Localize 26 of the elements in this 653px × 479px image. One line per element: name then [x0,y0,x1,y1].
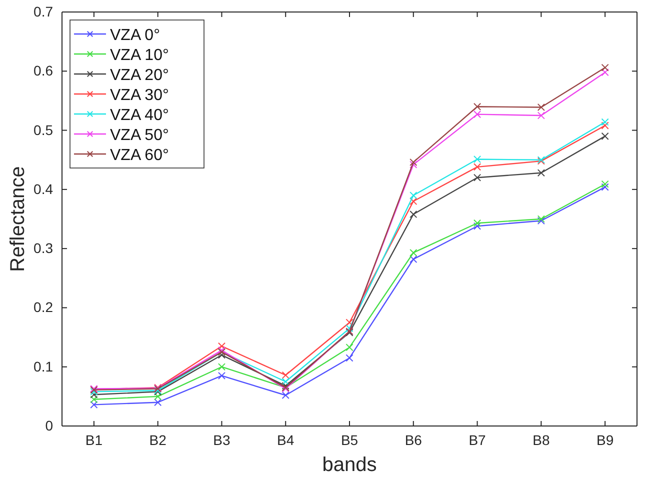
y-tick-label: 0.5 [34,122,54,138]
x-tick-label: B2 [149,432,167,448]
x-tick-label: B6 [404,432,422,448]
legend-label: VZA 30° [110,87,169,104]
x-tick-label: B7 [468,432,486,448]
legend-label: VZA 50° [110,127,169,144]
y-tick-label: 0.3 [34,240,54,256]
legend-label: VZA 40° [110,107,169,124]
y-tick-label: 0 [45,417,54,434]
legend-label: VZA 10° [110,47,169,64]
x-tick-label: B5 [340,432,358,448]
y-tick-label: 0.4 [34,180,54,197]
y-tick-label: 0.7 [34,3,54,20]
y-tick-label: 0.1 [34,358,54,374]
y-tick-label: 0.6 [34,62,54,79]
y-tick-label: 0.2 [34,299,54,316]
x-tick-label: B4 [277,432,294,448]
x-tick-label: B1 [85,432,103,448]
x-tick-label: B9 [596,432,614,448]
legend-label: VZA 0° [110,27,160,44]
legend-label: VZA 60° [110,147,169,164]
y-axis-title: Reflectance [7,166,29,272]
x-tick-label: B3 [213,432,230,448]
x-tick-label: B8 [532,432,550,448]
legend-label: VZA 20° [110,67,169,84]
x-axis-title: bands [322,454,377,476]
